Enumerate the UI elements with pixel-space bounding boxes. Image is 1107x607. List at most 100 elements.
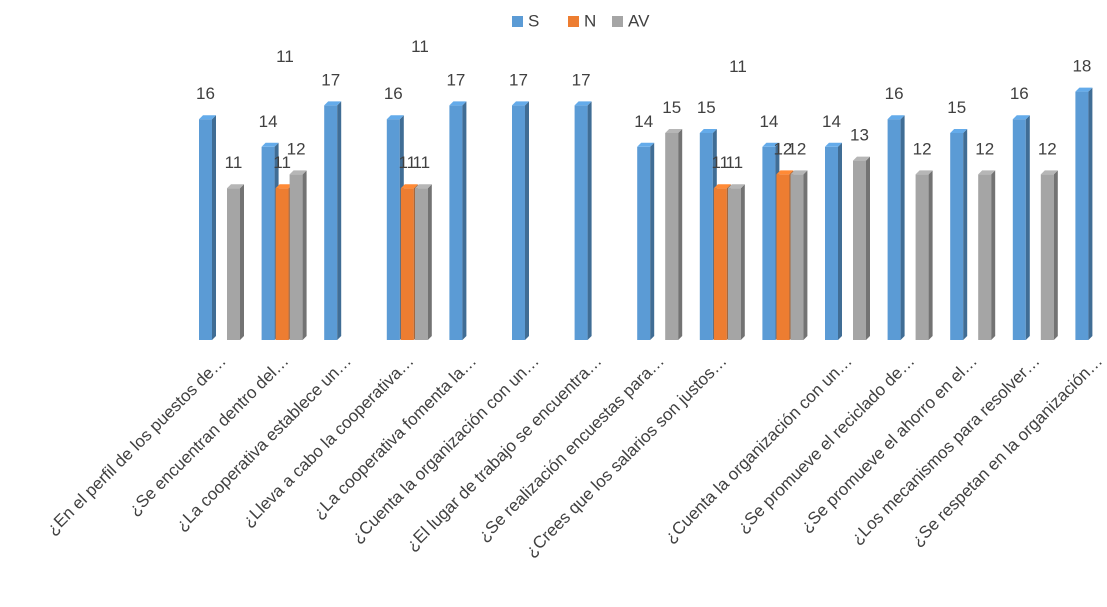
data-label: 17	[509, 70, 528, 89]
bar-top	[261, 142, 279, 147]
bar-side	[991, 170, 996, 340]
bar-front	[449, 105, 463, 341]
bar-front	[1012, 119, 1026, 340]
bar	[227, 184, 244, 340]
data-label: 16	[885, 84, 904, 103]
bar	[727, 184, 745, 340]
bar-top	[790, 170, 808, 175]
bar	[1012, 115, 1030, 340]
data-label: 15	[662, 98, 681, 117]
bar-top	[227, 184, 244, 189]
bar-top	[776, 170, 794, 175]
bar-front	[665, 133, 679, 340]
bar-top	[713, 184, 731, 189]
bar-top	[400, 184, 418, 189]
bar-top	[324, 101, 342, 106]
data-label: 11	[412, 153, 430, 172]
bar-side	[678, 129, 683, 340]
bar-side	[302, 170, 307, 340]
bar-top	[414, 184, 432, 189]
bar-top	[1040, 170, 1058, 175]
annotation: 11	[729, 57, 747, 76]
annotation: 11	[276, 47, 294, 66]
bar-side	[1088, 87, 1093, 340]
bar-side	[1025, 115, 1030, 340]
bar	[574, 101, 592, 341]
bar-side	[650, 142, 655, 340]
bar-front	[727, 188, 741, 340]
bar-side	[803, 170, 808, 340]
bar-front	[978, 174, 992, 340]
data-label: 15	[947, 98, 966, 117]
data-label: 17	[321, 70, 340, 89]
bar-top	[853, 156, 870, 161]
data-label: 18	[1072, 57, 1091, 76]
bar-front	[887, 119, 901, 340]
bar	[1040, 170, 1058, 340]
bar	[449, 101, 467, 341]
data-label: 12	[773, 139, 792, 158]
bar-side	[212, 115, 216, 340]
annotation: 11	[411, 37, 429, 56]
bar-top	[825, 142, 842, 147]
bar-front	[199, 119, 212, 340]
bar-front	[825, 146, 838, 340]
data-label: 16	[196, 84, 215, 103]
bar-side	[866, 156, 870, 340]
data-label: 14	[759, 112, 778, 131]
bar-side	[928, 170, 933, 340]
legend-swatch	[612, 16, 623, 27]
bar-front	[400, 188, 414, 340]
bar-front	[324, 105, 338, 341]
bar-top	[275, 184, 293, 189]
bar-side	[838, 142, 842, 340]
bar-side	[900, 115, 905, 340]
bar-top	[699, 129, 717, 133]
legend-swatch	[512, 16, 523, 27]
bar-front	[776, 174, 790, 340]
data-label: 12	[1038, 139, 1057, 158]
legend-swatch	[568, 16, 579, 27]
bar-front	[261, 146, 275, 340]
bar-side	[525, 101, 529, 341]
bar-top	[727, 184, 745, 189]
bar-side	[337, 101, 342, 341]
bar-side	[462, 101, 467, 341]
bar-front	[1075, 91, 1089, 340]
bar	[1075, 87, 1093, 340]
bar	[665, 129, 683, 340]
data-label: 17	[446, 70, 465, 89]
data-label: 14	[634, 112, 653, 131]
bar	[950, 129, 968, 340]
bar	[853, 156, 870, 340]
bar-front	[1040, 174, 1054, 340]
data-label: 11	[273, 153, 291, 172]
data-label: 16	[1010, 84, 1029, 103]
bar-front	[414, 188, 428, 340]
bar-front	[289, 174, 303, 340]
bar-front	[637, 146, 651, 340]
data-label: 11	[225, 153, 243, 172]
bar-front	[386, 119, 400, 340]
data-label: 11	[725, 153, 743, 172]
bar-top	[1012, 115, 1030, 120]
bar	[790, 170, 808, 340]
bar	[199, 115, 216, 340]
data-label: 12	[787, 139, 806, 158]
bar-side	[963, 129, 968, 340]
bar-top	[574, 101, 592, 106]
bar	[512, 101, 529, 341]
bar-top	[449, 101, 467, 106]
data-label: 14	[259, 112, 278, 131]
bar-side	[240, 184, 244, 340]
bar	[978, 170, 996, 340]
bar-front	[853, 160, 866, 340]
data-label: 13	[850, 126, 869, 145]
bar-front	[713, 188, 727, 340]
bar	[289, 170, 307, 340]
bar-front	[512, 105, 525, 341]
bar-front	[950, 133, 964, 340]
bar	[825, 142, 842, 340]
data-label: 15	[697, 98, 716, 117]
data-label: 11	[711, 153, 729, 172]
